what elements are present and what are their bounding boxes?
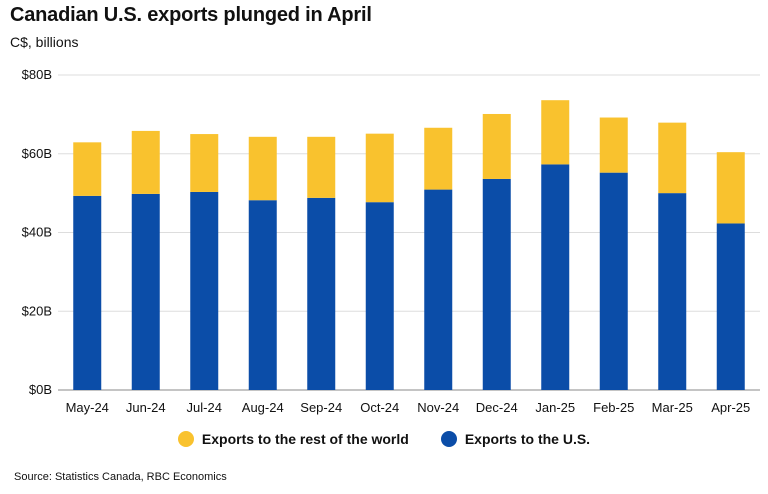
y-tick-label: $20B <box>22 303 52 318</box>
gridlines <box>58 74 760 391</box>
stacked-bar-chart: $0B $20B $40B $60B $80B May-24 Jun-24 Jul-24 Au… <box>22 67 760 415</box>
x-tick-label: Nov-24 <box>417 400 459 415</box>
chart-title: Canadian U.S. exports plunged in April <box>10 4 372 26</box>
bar-exports-us <box>365 202 394 390</box>
bar-exports-us <box>131 193 160 390</box>
bar-exports-rest-of-world <box>131 130 160 194</box>
x-tick-label: Sep-24 <box>300 400 342 415</box>
x-tick-label: Oct-24 <box>360 400 399 415</box>
bar-exports-rest-of-world <box>658 122 687 194</box>
bar-exports-us <box>424 189 453 390</box>
y-tick-label: $0B <box>29 382 52 397</box>
bar-exports-rest-of-world <box>307 136 336 198</box>
x-tick-label: May-24 <box>66 400 109 415</box>
bar-exports-rest-of-world <box>190 134 219 192</box>
y-tick-label: $40B <box>22 225 52 240</box>
x-tick-label: Feb-25 <box>593 400 634 415</box>
bar-exports-rest-of-world <box>482 113 511 179</box>
legend-item-us: Exports to the U.S. <box>440 431 591 447</box>
y-tick-label: $60B <box>22 146 52 161</box>
legend-label-rest-of-world: Exports to the rest of the world <box>201 431 409 447</box>
bar-exports-rest-of-world <box>599 117 628 173</box>
bar-exports-rest-of-world <box>424 127 453 190</box>
x-tick-label: Aug-24 <box>242 400 284 415</box>
x-tick-label: Apr-25 <box>711 400 750 415</box>
x-tick-label: Jan-25 <box>535 400 575 415</box>
bar-exports-us <box>307 197 336 390</box>
legend-item-rest-of-world: Exports to the rest of the world <box>177 431 409 447</box>
legend: Exports to the rest of the world Exports… <box>0 431 768 447</box>
bar-exports-us <box>658 193 687 390</box>
x-tick-label: Jul-24 <box>187 400 222 415</box>
chart-subtitle: C$, billions <box>10 34 79 50</box>
x-tick-label: Mar-25 <box>652 400 693 415</box>
y-tick-label: $80B <box>22 67 52 82</box>
bars <box>73 100 745 390</box>
bar-exports-us <box>599 172 628 390</box>
bar-exports-rest-of-world <box>248 136 277 201</box>
x-axis-ticks: May-24 Jun-24 Jul-24 Aug-24 Sep-24 Oct-24 Nov-… <box>66 400 751 415</box>
bar-exports-us <box>73 195 102 390</box>
legend-label-us: Exports to the U.S. <box>464 431 591 447</box>
y-axis-ticks: $0B $20B $40B $60B $80B <box>22 67 52 397</box>
bar-exports-us <box>716 223 745 390</box>
source-note: Source: Statistics Canada, RBC Economics <box>14 471 227 483</box>
bar-exports-us <box>482 178 511 390</box>
bar-exports-us <box>190 191 219 390</box>
legend-swatch-rest-of-world <box>177 431 194 447</box>
bar-exports-us <box>248 200 277 390</box>
bar-exports-us <box>541 164 570 390</box>
legend-swatch-us <box>440 431 457 447</box>
x-tick-label: Dec-24 <box>476 400 518 415</box>
bar-exports-rest-of-world <box>365 133 394 203</box>
bar-exports-rest-of-world <box>541 100 570 165</box>
bar-exports-rest-of-world <box>73 142 102 196</box>
x-tick-label: Jun-24 <box>126 400 166 415</box>
bar-exports-rest-of-world <box>716 152 745 224</box>
